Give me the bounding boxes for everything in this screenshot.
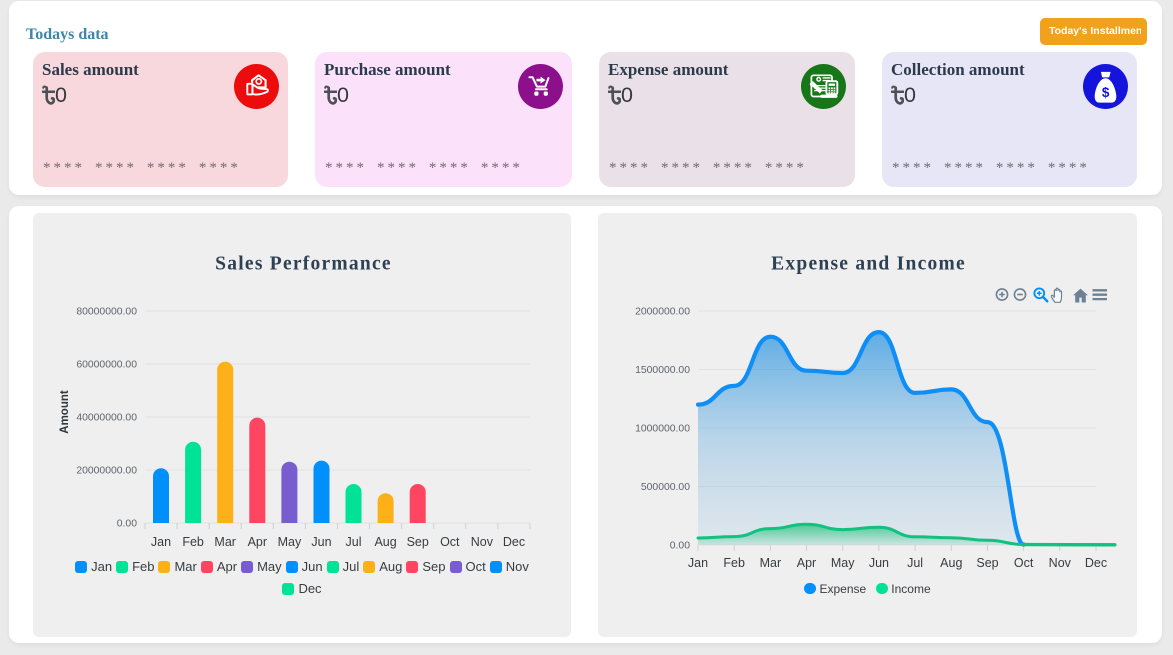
svg-text:Feb: Feb bbox=[182, 535, 204, 549]
svg-text:Sep: Sep bbox=[407, 535, 429, 549]
svg-text:1500000.00: 1500000.00 bbox=[635, 365, 690, 376]
svg-text:80000000.00: 80000000.00 bbox=[76, 307, 137, 318]
svg-text:Apr: Apr bbox=[797, 556, 816, 570]
svg-text:40000000.00: 40000000.00 bbox=[76, 413, 137, 424]
svg-text:Oct: Oct bbox=[440, 535, 460, 549]
svg-text:Apr: Apr bbox=[248, 535, 267, 549]
svg-text:Jan: Jan bbox=[688, 556, 708, 570]
svg-text:Jan: Jan bbox=[151, 535, 171, 549]
svg-text:May: May bbox=[278, 535, 302, 549]
svg-text:Sales Performance: Sales Performance bbox=[215, 254, 392, 275]
svg-text:Jul: Jul bbox=[907, 556, 923, 570]
svg-text:Feb: Feb bbox=[723, 556, 745, 570]
svg-text:Dec: Dec bbox=[1085, 556, 1107, 570]
svg-text:$: $ bbox=[1102, 85, 1110, 100]
svg-text:0.00: 0.00 bbox=[670, 541, 690, 552]
svg-text:Aug: Aug bbox=[374, 535, 396, 549]
svg-text:1000000.00: 1000000.00 bbox=[635, 424, 690, 435]
svg-text:20000000.00: 20000000.00 bbox=[76, 466, 137, 477]
svg-text:Aug: Aug bbox=[940, 556, 962, 570]
svg-text:Sep: Sep bbox=[976, 556, 998, 570]
svg-text:May: May bbox=[831, 556, 855, 570]
svg-text:Expense and Income: Expense and Income bbox=[771, 254, 966, 275]
svg-text:0.00: 0.00 bbox=[117, 519, 137, 530]
svg-text:Amount: Amount bbox=[59, 390, 71, 434]
svg-text:Dec: Dec bbox=[503, 535, 525, 549]
svg-text:Mar: Mar bbox=[214, 535, 236, 549]
svg-text:2000000.00: 2000000.00 bbox=[635, 307, 690, 318]
svg-text:Jun: Jun bbox=[311, 535, 331, 549]
svg-text:Oct: Oct bbox=[1014, 556, 1034, 570]
svg-text:Mar: Mar bbox=[760, 556, 782, 570]
svg-text:60000000.00: 60000000.00 bbox=[76, 360, 137, 371]
svg-text:Nov: Nov bbox=[471, 535, 494, 549]
svg-text:Jun: Jun bbox=[869, 556, 889, 570]
svg-text:500000.00: 500000.00 bbox=[641, 482, 690, 493]
svg-text:Nov: Nov bbox=[1049, 556, 1072, 570]
svg-text:Jul: Jul bbox=[346, 535, 362, 549]
